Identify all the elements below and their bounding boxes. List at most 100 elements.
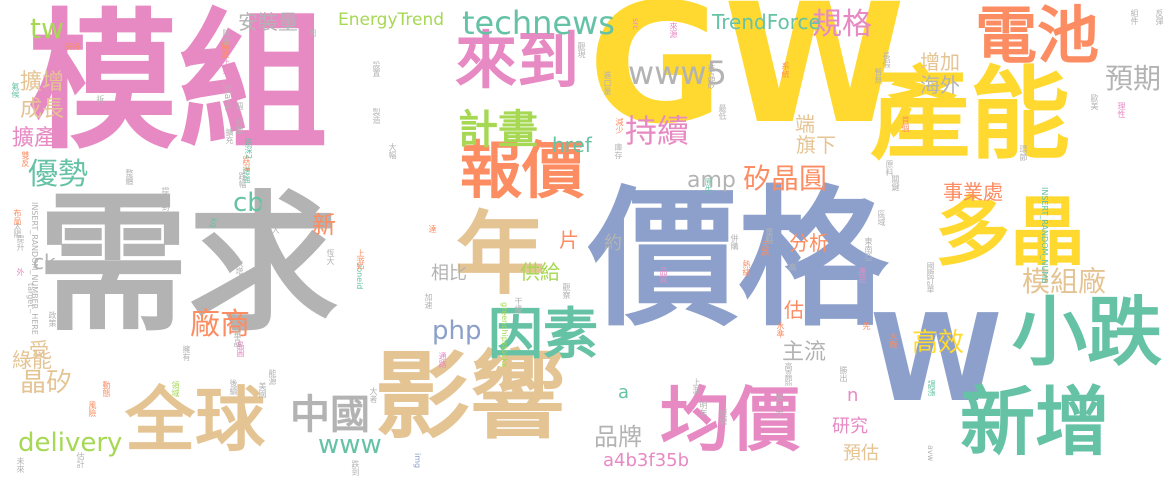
cloud-word-159: 環節 — [1019, 145, 1028, 161]
cloud-word-137: 跌深 — [242, 156, 251, 172]
cloud-word-97: 重點 — [765, 228, 774, 244]
cloud-word-44: 預估 — [843, 443, 879, 464]
cloud-word-124: 估計 — [76, 452, 85, 468]
cloud-word-118: 美國 — [258, 382, 267, 398]
cloud-word-131: 提升 — [16, 235, 25, 251]
cloud-word-153: 開放 — [221, 42, 230, 58]
cloud-word-20: www5 — [628, 54, 727, 92]
cloud-word-111: 品質 — [659, 267, 668, 283]
cloud-word-35: 高效 — [912, 328, 965, 358]
cloud-word-59: 約 — [604, 233, 622, 254]
cloud-word-160: 觀現 — [577, 42, 586, 58]
cloud-word-148: 疲軟 — [294, 248, 303, 264]
cloud-word-2: 價格 — [588, 173, 889, 347]
cloud-word-21: 持續 — [625, 112, 690, 150]
cloud-word-12: 均價 — [660, 379, 800, 461]
cloud-word-47: 安裝量 — [238, 10, 298, 34]
cloud-word-157: 原先 — [704, 178, 713, 194]
cloud-word-122: 動態 — [102, 381, 111, 397]
cloud-word-155: 陣營 — [222, 29, 231, 45]
cloud-word-93: 原料 — [885, 160, 894, 176]
cloud-word-61: 旗下 — [796, 133, 836, 157]
cloud-word-108: 明年 — [699, 401, 708, 417]
cloud-word-85: 系統 — [781, 62, 790, 78]
cloud-word-5: 影響 — [375, 342, 566, 452]
cloud-word-101: 訂單 — [926, 277, 935, 293]
cloud-word-127: 華晶 — [233, 331, 242, 347]
cloud-word-156: 先 — [862, 322, 871, 330]
cloud-word-154: 拆 — [96, 95, 105, 103]
cloud-word-142: 雙反 — [21, 151, 30, 167]
cloud-word-151: 達 — [428, 225, 437, 233]
cloud-word-1: GW — [588, 0, 906, 160]
cloud-word-7: 電池 — [975, 0, 1100, 72]
cloud-word-103: 大廠 — [889, 332, 898, 348]
cloud-word-143: 氣候 — [11, 82, 20, 98]
cloud-word-90: 歐美 — [1090, 94, 1099, 110]
cloud-word-119: 後續 — [229, 379, 238, 395]
cloud-word-121: 風險 — [88, 401, 97, 417]
cloud-word-14: 報價 — [460, 134, 585, 207]
cloud-word-80: 減少 — [615, 118, 624, 134]
cloud-word-100: 國際 — [926, 262, 935, 278]
cloud-word-50: href — [552, 133, 592, 157]
cloud-word-18: 計畫 — [458, 107, 538, 153]
cloud-word-11: 全球 — [125, 379, 265, 461]
cloud-word-38: 供給 — [520, 260, 560, 284]
cloud-word-94: 關鍵 — [891, 175, 900, 191]
cloud-word-76: 上揚 — [222, 58, 231, 74]
cloud-word-91: 理性 — [1117, 102, 1126, 118]
cloud-word-109: 上游 — [692, 378, 701, 394]
cloud-word-73: img — [413, 453, 422, 469]
cloud-word-115: 加速 — [424, 293, 433, 309]
cloud-word-49: 增加 — [920, 50, 960, 74]
cloud-word-27: php — [432, 316, 482, 346]
cloud-word-34: 晶矽 — [20, 368, 73, 398]
cloud-word-8: 多晶 — [935, 188, 1086, 276]
cloud-word-161: 併購 — [730, 234, 739, 250]
cloud-word-113: 干擾 — [514, 297, 523, 313]
cloud-word-134: 提升到 — [161, 187, 170, 211]
cloud-word-129: 政策 — [48, 311, 57, 327]
cloud-word-105: 勝出 — [839, 366, 848, 382]
cloud-word-66: INSERT_RANDOM_NUMBER_HERE — [30, 202, 39, 335]
cloud-word-117: 能源 — [268, 369, 277, 385]
cloud-word-17: 中國 — [290, 392, 370, 438]
cloud-word-25: 矽晶圓 — [743, 162, 828, 195]
cloud-word-16: 因素 — [488, 302, 599, 366]
cloud-word-4: 產能 — [870, 56, 1070, 173]
cloud-word-10: 新增 — [960, 378, 1111, 466]
cloud-word-31: 優勢 — [28, 157, 88, 192]
cloud-word-24: 模組廠 — [1022, 265, 1107, 298]
cloud-word-30: tw — [30, 12, 64, 45]
cloud-word-71: src — [631, 18, 640, 30]
cloud-word-96: 東南亞 — [864, 237, 873, 261]
cloud-word-83: 華晶矽 — [707, 65, 716, 89]
cloud-word-41: 分析 — [789, 231, 829, 255]
cloud-word-13: 年 — [455, 202, 545, 307]
cloud-word-86: 長假 — [882, 52, 891, 68]
cloud-word-6: W — [870, 290, 1003, 429]
cloud-word-28: www — [318, 430, 382, 460]
cloud-word-98: 走跌 — [761, 240, 770, 256]
cloud-word-33: delivery — [18, 428, 123, 458]
cloud-word-77: 設置 — [372, 61, 381, 77]
cloud-word-163: 最低 — [718, 104, 727, 120]
cloud-word-37: 廠商 — [190, 307, 250, 342]
cloud-word-75: 技術 — [64, 42, 80, 51]
cloud-word-19: technews — [462, 4, 615, 42]
cloud-word-144: 擴充 — [225, 128, 234, 144]
cloud-word-48: 海外 — [920, 73, 960, 97]
cloud-word-112: 觀察 — [562, 283, 571, 299]
cloud-word-74: avw — [926, 445, 935, 462]
cloud-word-62: 估 — [784, 298, 804, 322]
cloud-word-138: 跌幅 — [238, 172, 247, 188]
cloud-word-116: 大者 — [369, 387, 378, 403]
cloud-word-135: 整體 — [125, 169, 134, 185]
cloud-word-51: 擴增 — [20, 70, 65, 95]
cloud-word-130: 外 — [16, 268, 25, 276]
cloud-word-29: 品牌 — [594, 423, 642, 451]
cloud-word-149: 大增 — [235, 259, 244, 275]
cloud-word-9: 小跌 — [1012, 288, 1163, 376]
cloud-word-120: 領域 — [171, 381, 180, 397]
